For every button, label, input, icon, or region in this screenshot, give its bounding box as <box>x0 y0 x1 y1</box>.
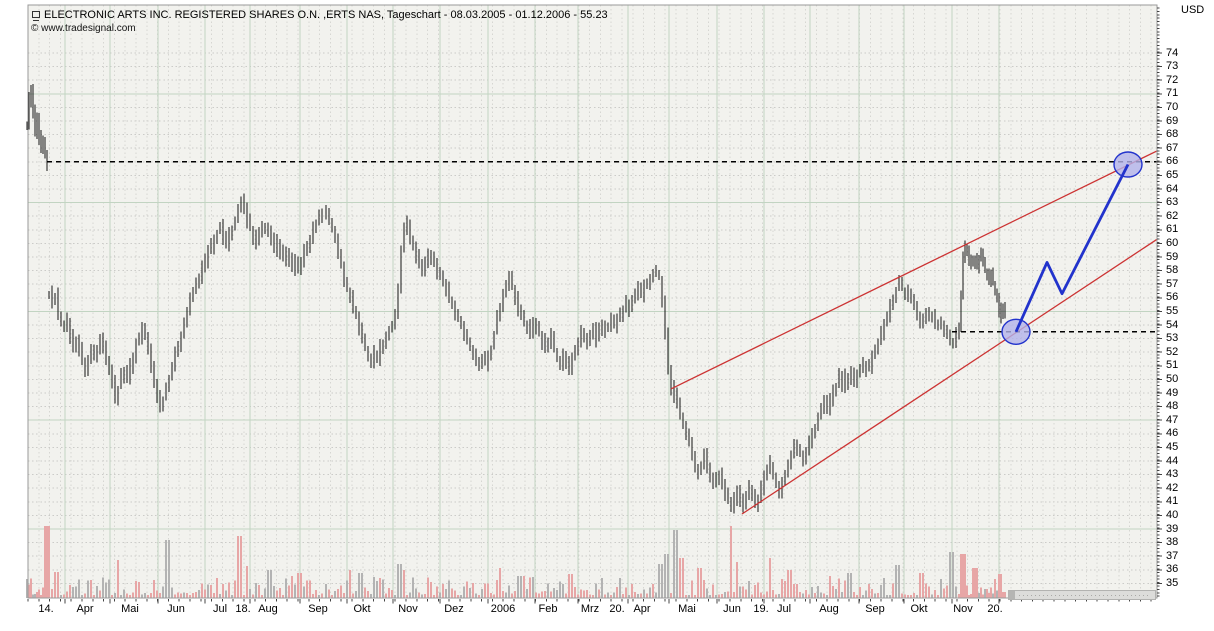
x-axis-tick-label: Jun <box>723 603 741 615</box>
scrollbar-cap <box>1009 591 1015 599</box>
y-axis-tick-label: 42 <box>1166 481 1179 494</box>
x-axis-tick-label: Aug <box>258 603 278 615</box>
instrument-icon <box>31 10 41 21</box>
y-axis-tick-label: 36 <box>1166 563 1179 576</box>
x-axis-tick-label: Jul <box>212 603 228 615</box>
y-axis-tick-label: 48 <box>1166 400 1179 413</box>
y-axis-tick-label: 62 <box>1166 209 1179 222</box>
y-axis-tick-label: 63 <box>1166 196 1179 209</box>
x-axis-tick-label: Jun <box>167 603 185 615</box>
x-axis-tick-label: Feb <box>538 603 558 615</box>
x-axis-tick-label: Nov <box>953 603 973 615</box>
y-axis-tick-label: 35 <box>1166 576 1179 589</box>
y-axis-tick-label: 56 <box>1166 291 1179 304</box>
y-axis-tick-label: 39 <box>1166 522 1179 535</box>
x-axis-tick-label: Sep <box>865 603 885 615</box>
y-axis-tick-label: 37 <box>1166 549 1179 562</box>
y-axis-tick-label: 46 <box>1166 427 1179 440</box>
y-axis-tick-label: 65 <box>1166 168 1179 181</box>
y-axis-tick-label: 50 <box>1166 372 1179 385</box>
y-axis-tick-label: 58 <box>1166 264 1179 277</box>
y-axis-tick-label: 40 <box>1166 508 1179 521</box>
y-axis-tick-label: 41 <box>1166 495 1179 508</box>
x-axis-tick-label: Okt <box>910 603 928 615</box>
y-axis-tick-label: 54 <box>1166 318 1179 331</box>
x-axis-tick-label: Apr <box>633 603 651 615</box>
y-axis-tick-label: 66 <box>1166 155 1179 168</box>
x-axis-tick-label: 20. <box>609 603 625 615</box>
x-axis-tick-label: Nov <box>398 603 418 615</box>
x-axis-tick-label: Mai <box>678 603 696 615</box>
horizontal-scrollbar-thumb[interactable] <box>1008 590 1156 600</box>
y-axis-tick-label: 68 <box>1166 128 1179 141</box>
y-axis-tick-label: 67 <box>1166 141 1179 154</box>
y-axis-tick-label: 55 <box>1166 304 1179 317</box>
y-axis-tick-label: 61 <box>1166 223 1179 236</box>
y-axis-tick-label: 51 <box>1166 359 1179 372</box>
y-axis-tick-label: 73 <box>1166 60 1179 73</box>
y-axis-tick-label: 44 <box>1166 454 1179 467</box>
y-axis-tick-label: 49 <box>1166 386 1179 399</box>
x-axis-tick-label: Sep <box>308 603 328 615</box>
x-axis-tick-label: Apr <box>76 603 94 615</box>
y-axis-tick-label: 74 <box>1166 46 1179 59</box>
y-axis-tick-label: 57 <box>1166 277 1179 290</box>
y-axis-tick-label: 71 <box>1166 87 1179 100</box>
x-axis-tick-label: Mai <box>121 603 139 615</box>
y-axis-tick-label: 53 <box>1166 332 1179 345</box>
x-axis-tick-label: Jul <box>776 603 792 615</box>
x-axis-tick-label: 20. <box>987 603 1003 615</box>
x-axis-tick-label: 19. <box>753 603 769 615</box>
x-axis-tick-label: Aug <box>819 603 839 615</box>
y-axis-tick-label: 43 <box>1166 468 1179 481</box>
y-axis-tick-label: 38 <box>1166 536 1179 549</box>
y-axis-tick-label: 47 <box>1166 413 1179 426</box>
y-axis-tick-label: 70 <box>1166 100 1179 113</box>
copyright-label: © www.tradesignal.com <box>31 23 136 34</box>
y-axis-tick-label: 72 <box>1166 73 1179 86</box>
x-axis-tick-label: 2006 <box>490 603 516 615</box>
chart-title: ELECTRONIC ARTS INC. REGISTERED SHARES O… <box>44 9 608 21</box>
y-axis-tick-label: 45 <box>1166 440 1179 453</box>
y-axis-tick-label: 69 <box>1166 114 1179 127</box>
x-axis-tick-label: Dez <box>444 603 464 615</box>
x-axis-tick-label: Okt <box>353 603 371 615</box>
x-axis-tick-label: Mrz <box>580 603 600 615</box>
y-axis-tick-label: 52 <box>1166 345 1179 358</box>
y-axis-tick-label: 60 <box>1166 236 1179 249</box>
y-axis-tick-label: 59 <box>1166 250 1179 263</box>
x-axis-tick-label: 14. <box>38 603 54 615</box>
y-axis-unit-label: USD <box>1181 4 1205 16</box>
y-axis-tick-label: 64 <box>1166 182 1179 195</box>
x-axis-tick-label: 18. <box>235 603 251 615</box>
